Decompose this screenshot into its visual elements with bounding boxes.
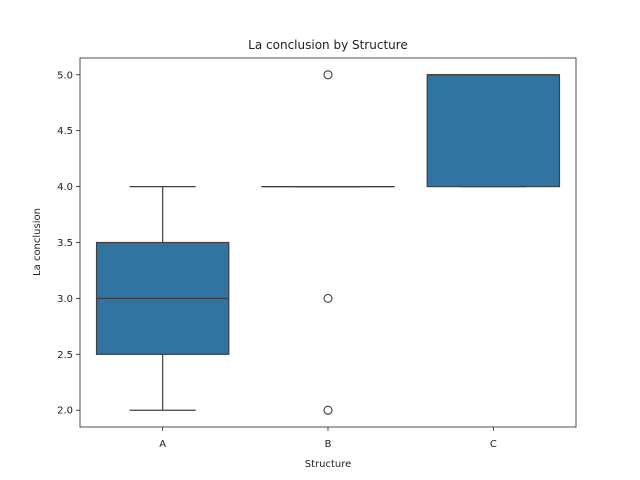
- box-group-c: [426, 74, 561, 188]
- x-tick-label: C: [490, 439, 497, 450]
- x-axis-label: Structure: [305, 459, 352, 470]
- outlier-point: [323, 405, 333, 415]
- plot-area: [95, 70, 561, 415]
- outlier-point: [323, 293, 333, 303]
- y-tick-label: 3.5: [57, 238, 73, 249]
- y-tick-label: 4.0: [57, 182, 73, 193]
- x-tick-label: A: [159, 439, 166, 450]
- y-tick-label: 3.0: [57, 294, 73, 305]
- y-tick-label: 2.5: [57, 350, 73, 361]
- y-axis-label: La conclusion: [32, 208, 43, 276]
- chart-title: La conclusion by Structure: [248, 38, 408, 52]
- iqr-box: [426, 74, 561, 188]
- box-group-a: [95, 185, 230, 411]
- y-tick-label: 2.0: [57, 406, 73, 417]
- x-tick-label: B: [325, 439, 332, 450]
- outlier-point: [323, 70, 333, 80]
- box-group-b: [261, 70, 395, 415]
- y-tick-label: 5.0: [57, 70, 73, 81]
- x-axis: A B C: [159, 427, 497, 450]
- y-tick-label: 4.5: [57, 126, 73, 137]
- y-axis: 2.0 2.5 3.0 3.5 4.0 4.5 5.0: [57, 70, 80, 417]
